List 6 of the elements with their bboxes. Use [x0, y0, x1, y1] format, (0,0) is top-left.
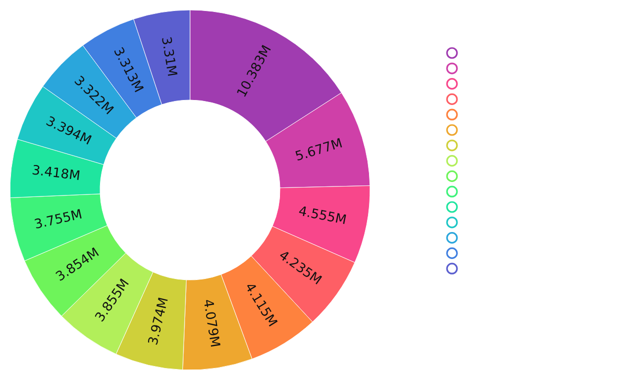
data-label: 3.755M	[33, 207, 84, 233]
data-label: 3.418M	[31, 163, 81, 184]
data-label: 3.31M	[158, 36, 180, 78]
data-label: 4.079M	[200, 298, 222, 348]
data-label: 3.974M	[146, 296, 172, 347]
data-label: 4.555M	[297, 204, 348, 228]
